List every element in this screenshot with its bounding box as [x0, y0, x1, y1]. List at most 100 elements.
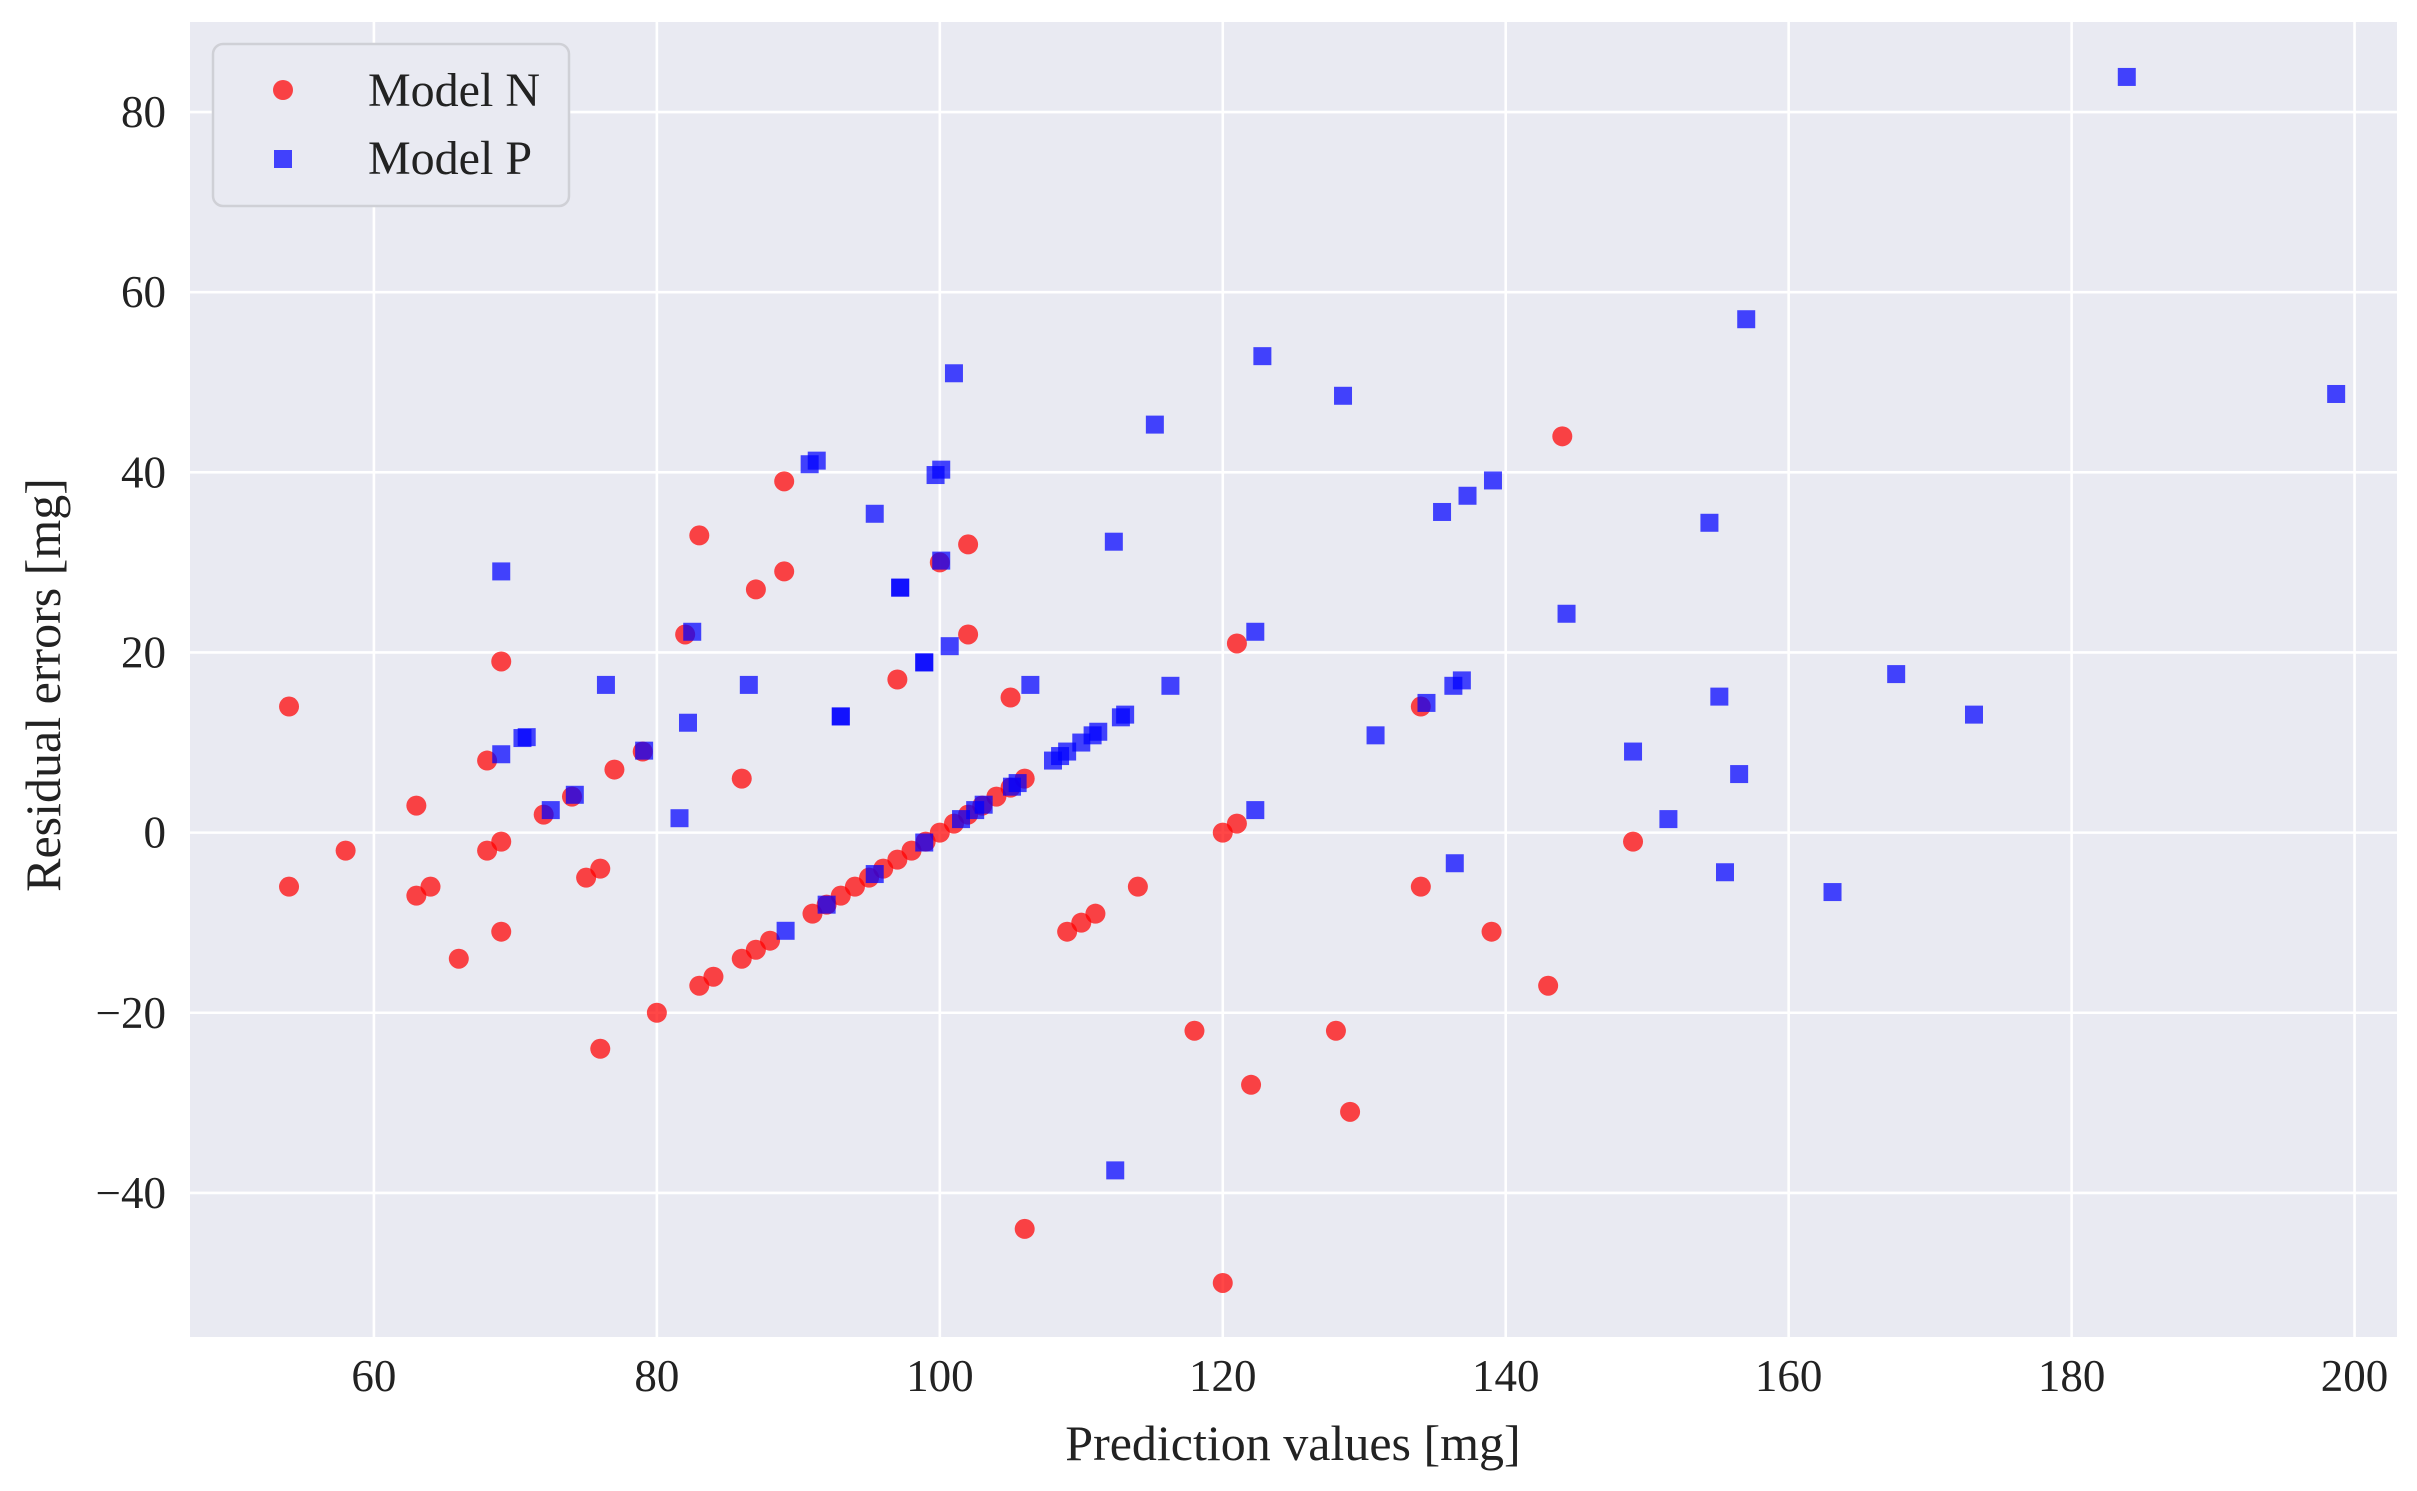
legend-label-model-p: Model P	[368, 132, 532, 185]
model-n-point	[1340, 1101, 1361, 1122]
model-p-point	[1116, 705, 1135, 724]
model-p-point	[1700, 513, 1719, 532]
model-p-point	[915, 833, 934, 852]
model-p-point	[541, 801, 560, 820]
model-n-point	[1085, 903, 1106, 924]
series-model-p	[492, 67, 2346, 1180]
y-tick-label: 60	[121, 267, 166, 317]
model-n-point	[491, 921, 512, 942]
model-n-point	[1226, 813, 1247, 834]
model-p-point	[932, 460, 951, 479]
x-tick-label: 160	[1755, 1351, 1823, 1401]
model-p-point	[1433, 502, 1452, 521]
model-p-point	[492, 745, 511, 764]
model-n-point	[1127, 876, 1148, 897]
model-p-point	[1823, 883, 1842, 902]
model-p-point	[1021, 675, 1040, 694]
model-p-point	[1710, 687, 1729, 706]
model-p-point	[670, 809, 689, 828]
legend-frame	[211, 42, 571, 208]
model-n-point	[745, 579, 766, 600]
model-p-point	[1145, 415, 1164, 434]
model-p-point	[1246, 622, 1265, 641]
model-n-point	[887, 669, 908, 690]
model-n-point	[420, 876, 441, 897]
x-tick-label: 120	[1189, 1351, 1257, 1401]
model-p-point	[1246, 801, 1265, 820]
x-tick-label: 200	[2321, 1351, 2389, 1401]
model-p-point	[1445, 854, 1464, 873]
model-p-point	[596, 675, 615, 694]
model-p-point	[776, 921, 795, 940]
model-p-point	[1624, 742, 1643, 761]
model-n-point	[1241, 1074, 1262, 1095]
x-tick-label: 100	[906, 1351, 974, 1401]
model-n-point	[604, 759, 625, 780]
x-tick-label: 140	[1472, 1351, 1540, 1401]
y-axis-label: Residual errors [mg]	[15, 478, 71, 892]
y-tick-label: 20	[121, 627, 166, 677]
model-p-point	[1483, 471, 1502, 490]
model-n-point	[1623, 831, 1644, 852]
model-p-point	[565, 785, 584, 804]
model-p-point	[739, 675, 758, 694]
model-n-point	[1014, 1218, 1035, 1239]
x-tick-label: 60	[351, 1351, 396, 1401]
model-p-point	[517, 728, 536, 747]
model-n-point	[1481, 921, 1502, 942]
model-n-point	[703, 966, 724, 987]
model-p-point	[635, 741, 654, 760]
model-n-point	[491, 651, 512, 672]
model-n-point	[1226, 633, 1247, 654]
model-n-point	[774, 561, 795, 582]
model-n-point	[646, 1002, 667, 1023]
model-n-point	[689, 525, 710, 546]
model-p-point	[1008, 774, 1027, 793]
model-p-point	[1366, 726, 1385, 745]
model-n-point	[774, 471, 795, 492]
model-p-point	[1887, 665, 1906, 684]
model-p-point	[1557, 604, 1576, 623]
gridlines	[190, 22, 2397, 1337]
model-p-point	[865, 504, 884, 523]
model-n-point	[958, 534, 979, 555]
model-n-point	[1538, 975, 1559, 996]
y-tick-label: −20	[96, 988, 166, 1038]
model-n-point	[1410, 876, 1431, 897]
model-p-point	[944, 364, 963, 383]
model-p-point	[683, 622, 702, 641]
model-n-point	[590, 1038, 611, 1059]
model-n-point	[590, 858, 611, 879]
model-n-point	[1552, 426, 1573, 447]
legend-marker-model-p	[274, 150, 292, 168]
model-p-point	[952, 810, 971, 829]
model-p-point	[940, 637, 959, 656]
model-p-point	[915, 653, 934, 672]
model-n-point	[477, 750, 498, 771]
model-p-point	[891, 578, 910, 597]
model-p-point	[492, 562, 511, 581]
model-p-point	[1161, 676, 1180, 695]
model-n-point	[335, 840, 356, 861]
model-p-point	[932, 551, 951, 570]
x-axis-label: Prediction values [mg]	[1065, 1415, 1520, 1471]
model-p-point	[1659, 810, 1678, 829]
model-p-point	[1334, 386, 1353, 405]
model-p-point	[1715, 863, 1734, 882]
model-n-point	[1184, 1020, 1205, 1041]
model-p-point	[1058, 742, 1077, 761]
model-p-point	[831, 707, 850, 726]
model-p-point	[974, 795, 993, 814]
x-tick-label: 80	[634, 1351, 679, 1401]
y-tick-label: 0	[144, 808, 167, 858]
model-p-point	[1106, 1161, 1125, 1180]
model-p-point	[1730, 765, 1749, 784]
model-p-point	[678, 713, 697, 732]
model-n-point	[958, 624, 979, 645]
model-n-point	[1000, 687, 1021, 708]
model-p-point	[865, 865, 884, 884]
model-p-point	[1417, 693, 1436, 712]
model-n-point	[731, 768, 752, 789]
model-n-point	[1325, 1020, 1346, 1041]
